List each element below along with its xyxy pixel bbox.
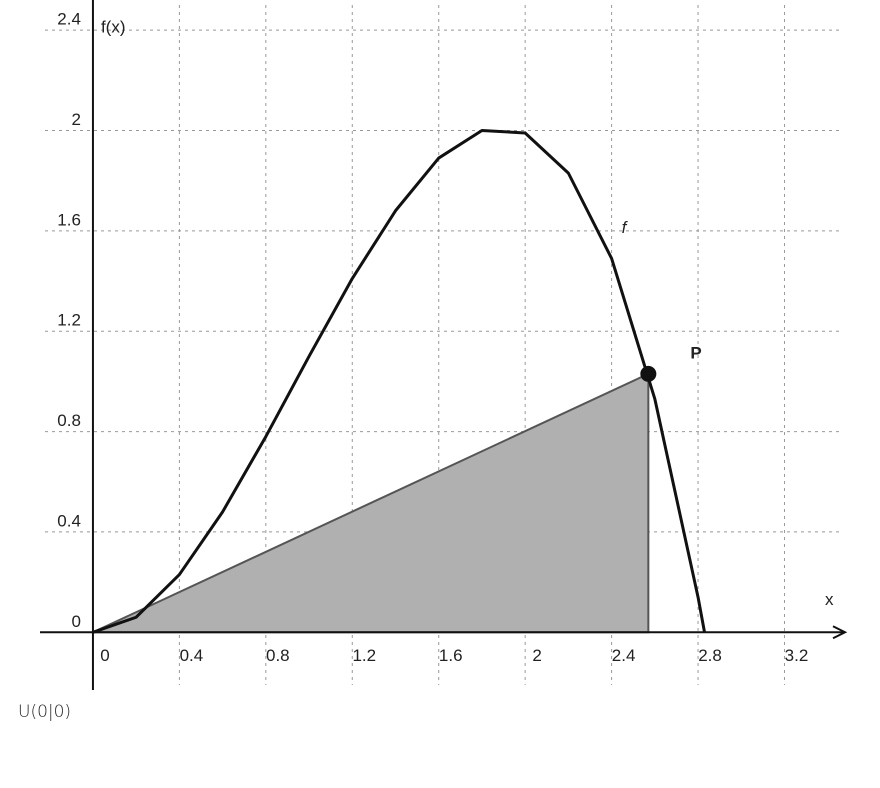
x-tick-label: 2 [532,646,541,665]
y-tick-label: 2 [71,110,80,129]
x-axis-label: x [825,590,834,609]
x-tick-label: 1.2 [352,646,376,665]
y-tick-label: 2.4 [57,10,81,29]
x-axis-arrow [832,625,848,640]
point-label: P [690,343,701,362]
x-tick-label: 1.6 [439,646,463,665]
curve [92,128,707,634]
y-axis-label: f(x) [101,17,126,36]
x-tick-label: 0.4 [180,646,204,665]
curve-label: f [622,218,629,237]
x-tick-label: 3.2 [785,646,809,665]
y-tick-label: 1.6 [57,210,81,229]
x-tick-label: 0.8 [266,646,290,665]
point-p [640,365,657,382]
x-tick-label: 2.8 [698,646,722,665]
triangle-area [92,372,650,634]
x-tick-label: 2.4 [612,646,636,665]
annotation: U(0|0) [18,702,71,722]
y-tick-label: 0.8 [57,411,81,430]
x-tick-label: 0 [100,646,109,665]
y-tick-label: 1.2 [57,311,81,330]
y-tick-label: 0.4 [57,511,81,530]
y-tick-label: 0 [71,612,80,631]
